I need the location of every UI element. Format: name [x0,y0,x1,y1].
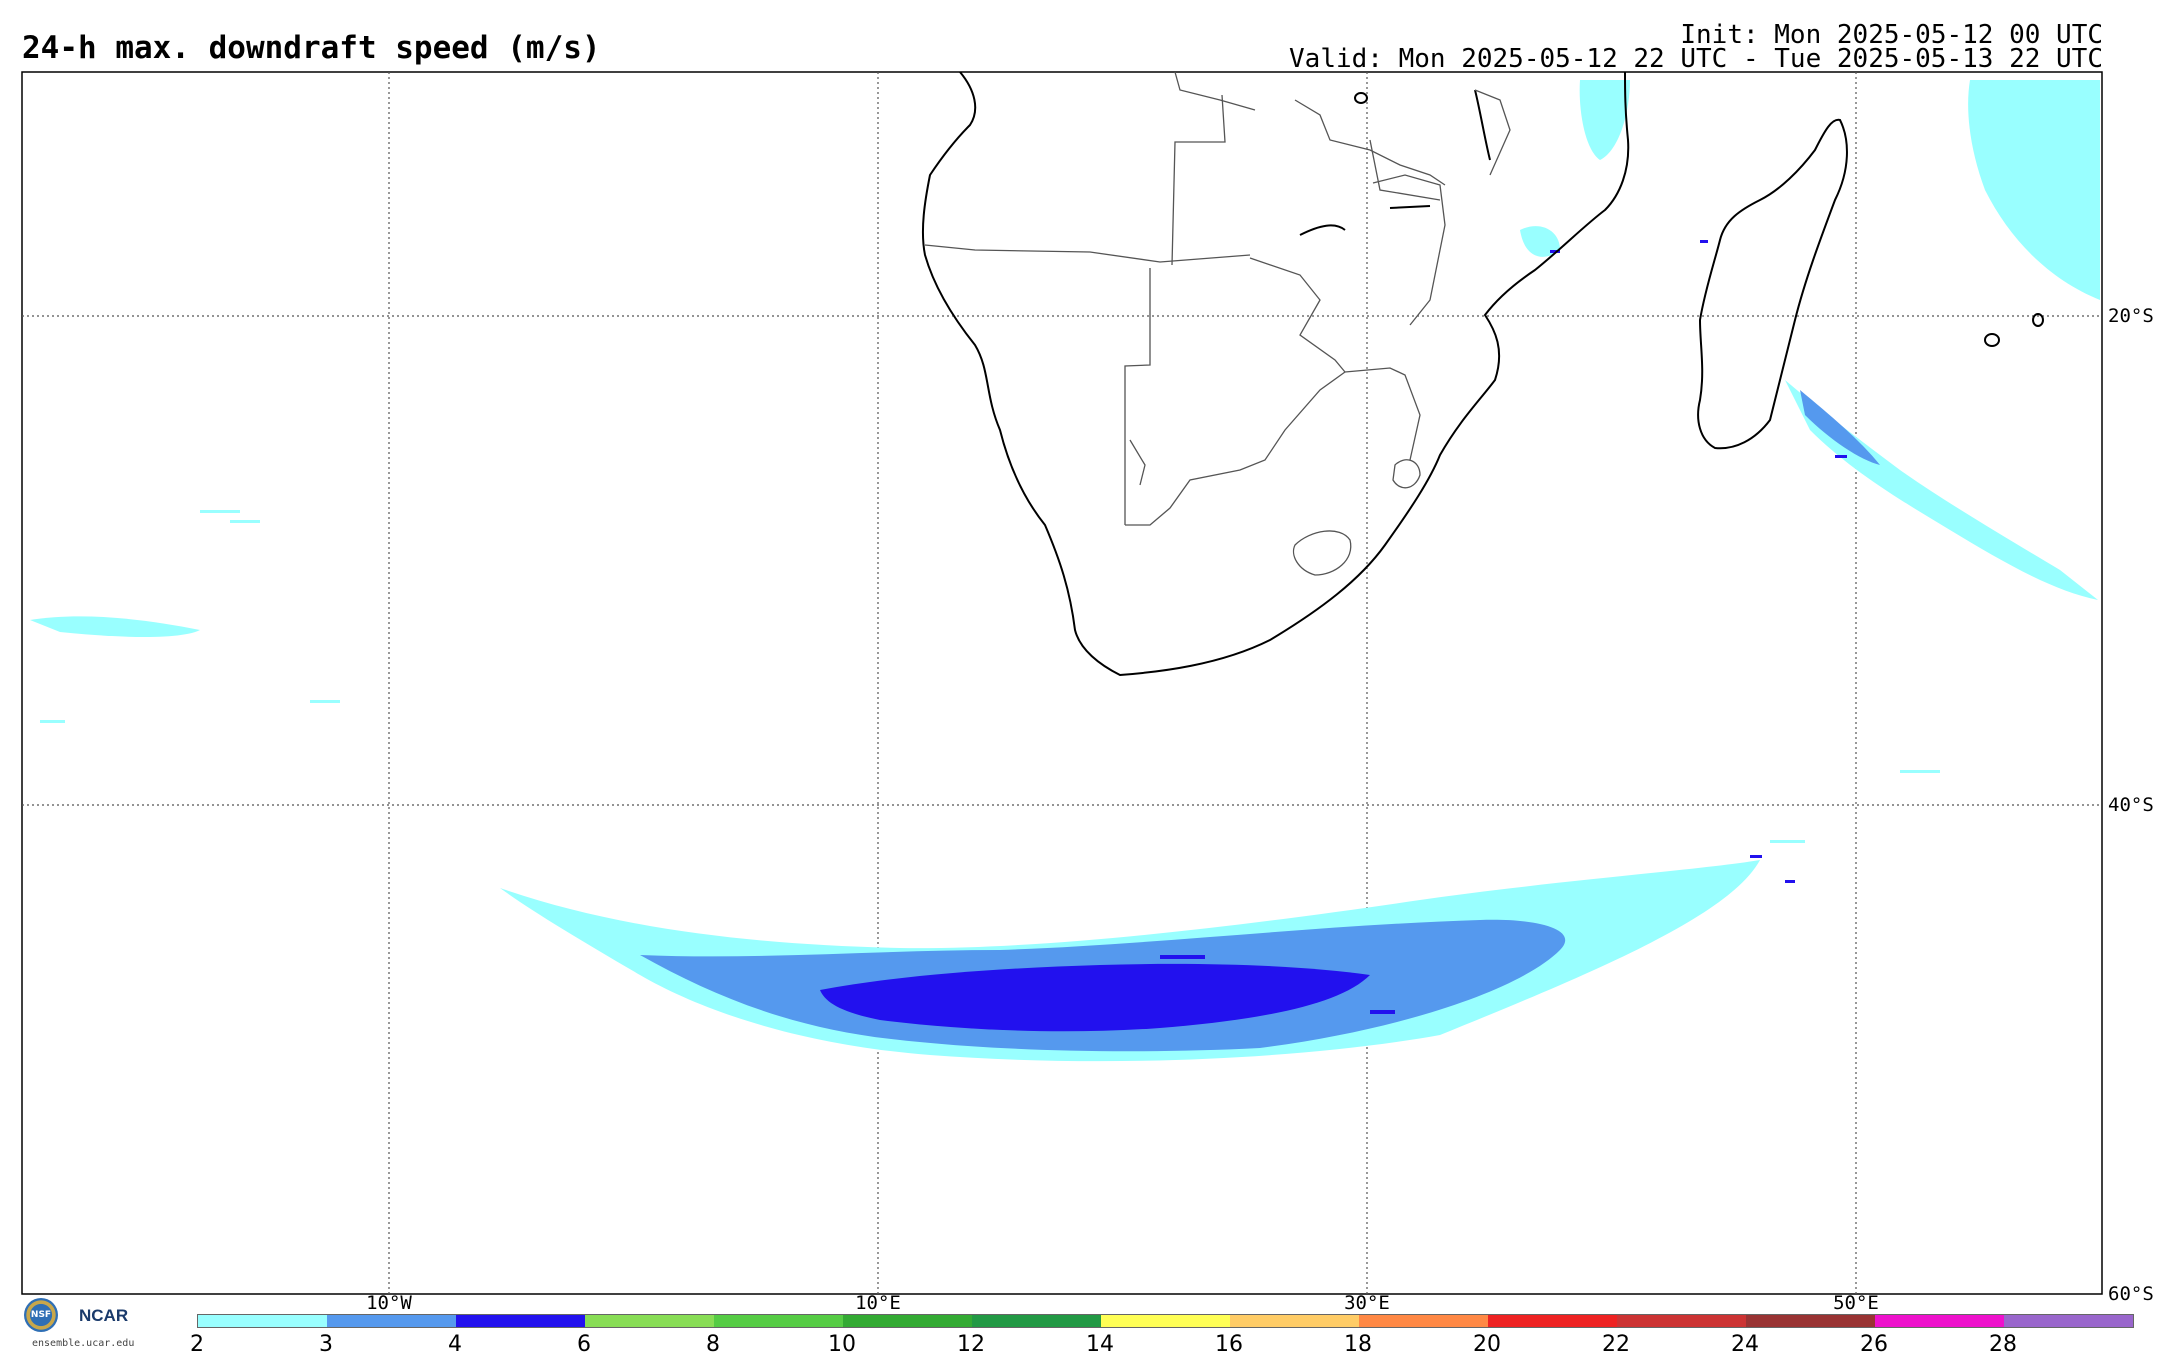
lake-mweru [1354,92,1369,104]
lake-malawi-small [1389,205,1431,209]
shade-madagascar-core [1800,390,1880,465]
colorbar-tick-label: 26 [1860,1332,1888,1357]
shade-mozambique [1520,226,1560,257]
colorbar-tick-label: 2 [190,1332,204,1357]
lat-label-40s: 40°S [2108,794,2154,816]
lon-label-30e: 30°E [1344,1292,1390,1314]
shade-4-6 [820,963,1370,1032]
colorbar-swatch [1488,1315,1617,1327]
colorbar-swatch [1875,1315,2004,1327]
colorbar-tick-label: 20 [1473,1332,1501,1357]
colorbar-swatch [714,1315,843,1327]
colorbar-tick-label: 8 [706,1332,720,1357]
colorbar-tick-label: 22 [1602,1332,1630,1357]
colorbar-swatch [843,1315,972,1327]
colorbar-swatch [198,1315,327,1327]
colorbar-tick-label: 16 [1215,1332,1243,1357]
chart-title: 24-h max. downdraft speed (m/s) [22,30,601,66]
colorbar-tick-label: 10 [828,1332,856,1357]
madagascar-coast [1697,118,1848,450]
shade-4-6-streaks [930,955,1395,1024]
colorbar-tick-label: 12 [957,1332,985,1357]
lon-label-10e: 10°E [855,1292,901,1314]
shade-malawi-n [1579,80,1630,160]
lon-label-50e: 50°E [1833,1292,1879,1314]
lon-label-10w: 10°W [366,1292,412,1314]
colorbar-tick-label: 28 [1989,1332,2017,1357]
mauritius-coast [2032,313,2045,327]
nsf-logo-icon: NSF [24,1298,58,1332]
shade-ne-ocean [1968,80,2100,300]
country-borders [924,71,1511,576]
lat-label-60s: 60°S [2108,1283,2154,1305]
valid-time-label: Valid: Mon 2025-05-12 22 UTC - Tue 2025-… [1289,44,2103,74]
shade-blue-dots [1550,240,1847,883]
logo-url: ensemble.ucar.edu [32,1338,135,1349]
colorbar-swatch [456,1315,585,1327]
colorbar-swatch [1101,1315,1230,1327]
colorbar-swatch [585,1315,714,1327]
colorbar-tick-label: 3 [319,1332,333,1357]
africa-coast [921,71,1630,677]
ncar-nsf-logo: NSF NCAR ensemble.ucar.edu [24,1298,164,1350]
colorbar-tick-label: 14 [1086,1332,1114,1357]
downdraft-scattered [30,80,2100,883]
shade-west-atlantic [30,616,200,637]
colorbar-swatch [1359,1315,1488,1327]
lake-kariba [1299,224,1346,236]
init-time-label: Init: Mon 2025-05-12 00 UTC [1680,20,2103,50]
lat-label-20s: 20°S [2108,305,2154,327]
eswatini-border [1392,459,1421,489]
colorbar-swatch [2004,1315,2133,1327]
colorbar-swatch [1746,1315,1875,1327]
lesotho-border [1292,530,1352,576]
colorbar-swatch [972,1315,1101,1327]
colorbar [197,1314,2134,1328]
colorbar-tick-label: 24 [1731,1332,1759,1357]
colorbar-swatch [1617,1315,1746,1327]
graticule [22,72,2102,1294]
coastlines [921,71,2045,677]
ncar-logo-text: NCAR [79,1306,129,1325]
colorbar-swatch [327,1315,456,1327]
colorbar-swatch [1230,1315,1359,1327]
colorbar-tick-label: 18 [1344,1332,1372,1357]
shade-madagascar-plume [1785,380,2098,600]
downdraft-band-south [500,860,1760,1062]
lake-victoria-malawi [1474,89,1491,161]
reunion-coast [1984,333,2001,347]
map-frame [21,71,2103,1295]
shade-atlantic-streaks [40,510,1940,843]
colorbar-tick-labels: 2 3 4 6 8 10 12 14 16 18 20 22 24 26 28 [190,1332,2134,1357]
colorbar-tick-label: 6 [577,1332,591,1357]
colorbar-tick-label: 4 [448,1332,462,1357]
